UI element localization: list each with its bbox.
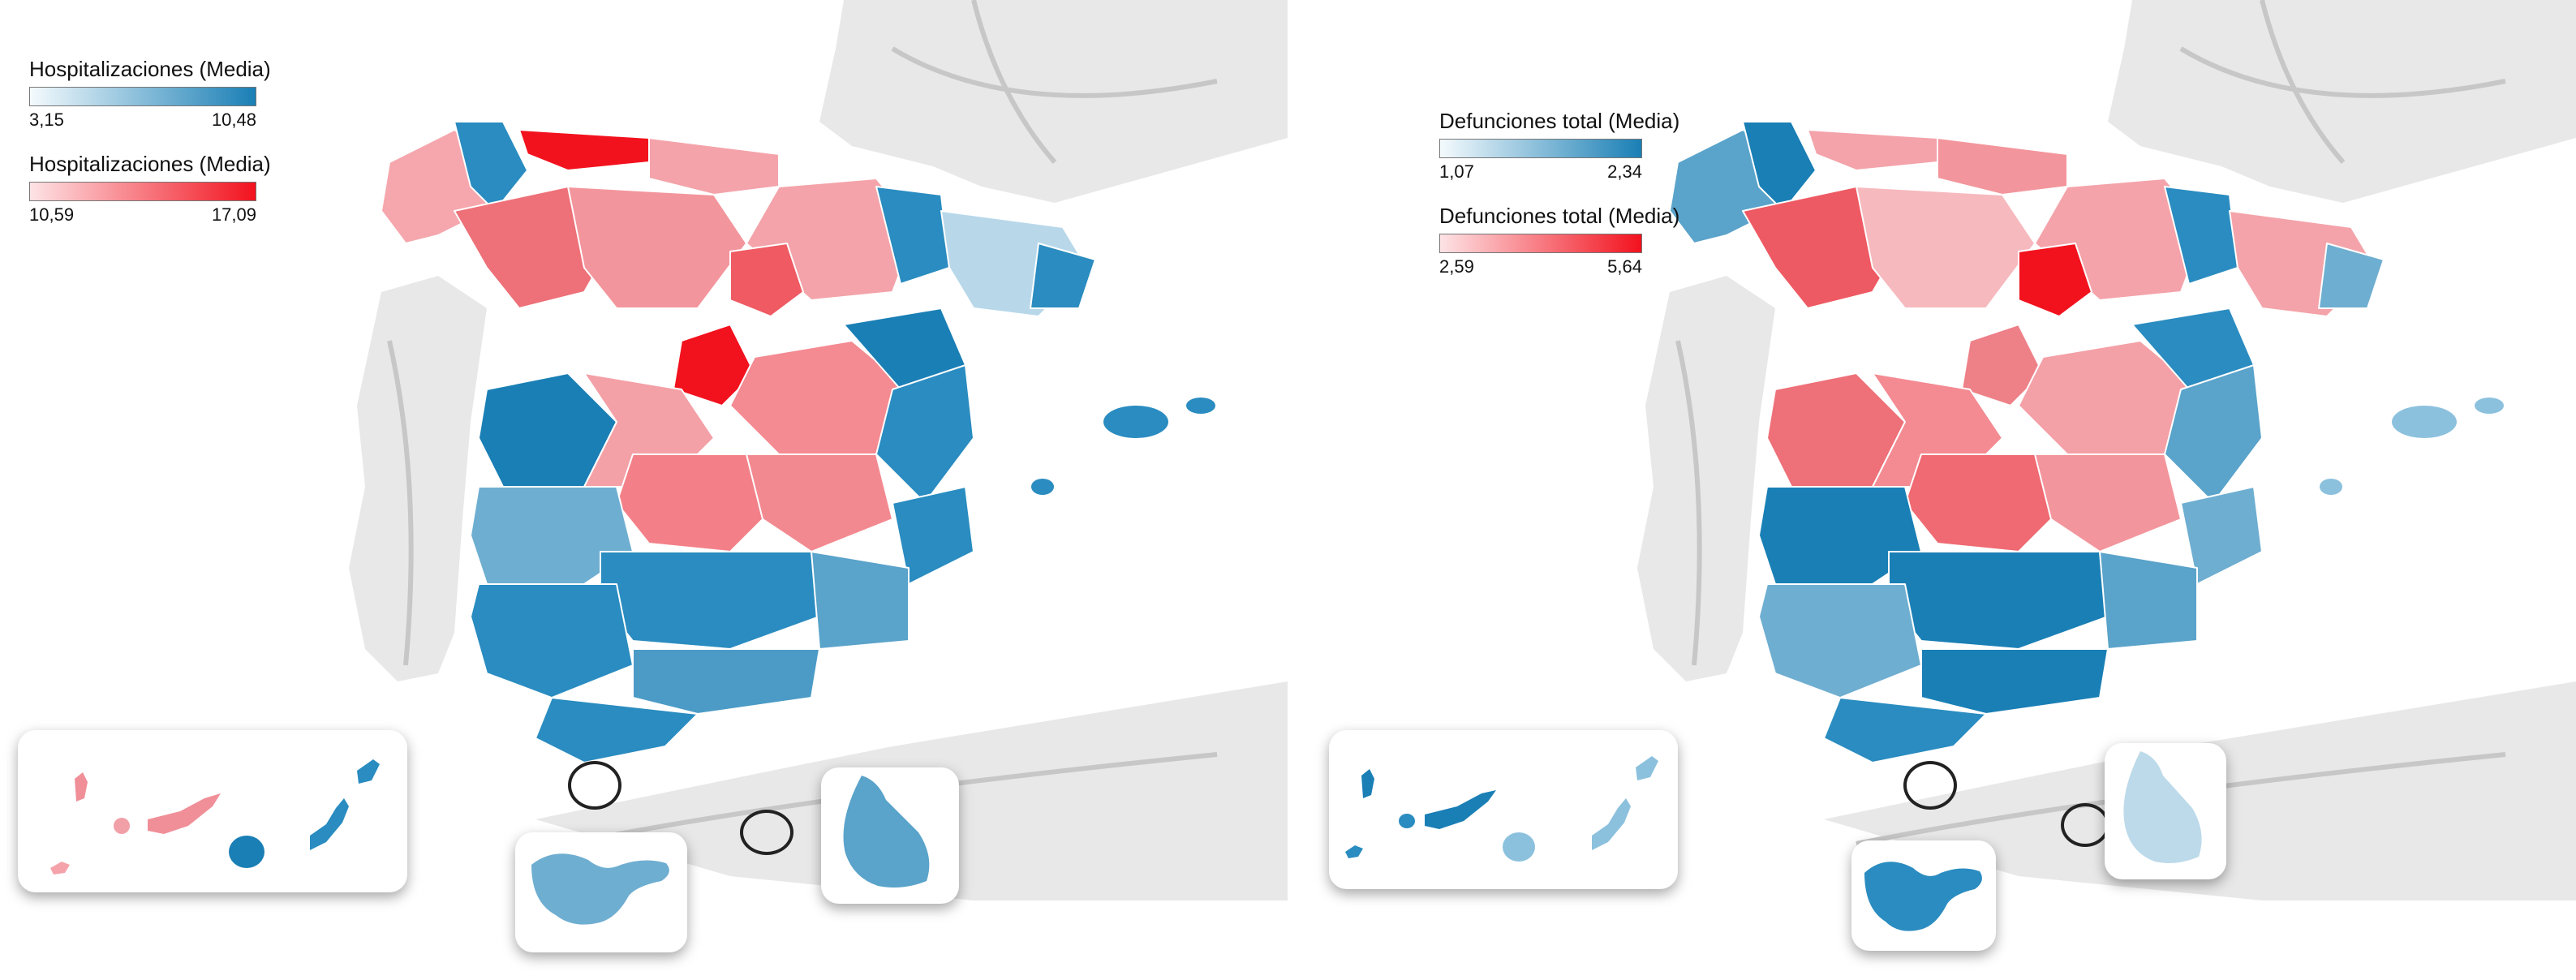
legend-blue-scale: Defunciones total (Media) 1,07 2,34 (1439, 109, 1680, 183)
mallorca-island (2392, 406, 2457, 438)
road-line (2260, 0, 2346, 164)
cantabria-basque-region (648, 137, 780, 196)
melilla-region (2123, 751, 2202, 863)
granada-almeria-region (1920, 648, 2109, 715)
ibiza-island (2320, 479, 2342, 495)
albacete-region (2034, 453, 2182, 552)
melilla-region (843, 776, 930, 888)
portugal-land (349, 276, 487, 681)
lanzarote-island (1636, 756, 1658, 780)
legend-gradient-bar (29, 87, 256, 106)
asturias-region (1807, 129, 1938, 171)
road-line (971, 0, 1057, 164)
canary-islands-inset[interactable] (1329, 730, 1678, 889)
defunciones-choropleth-map[interactable] (1288, 0, 2576, 980)
tenerife-island (148, 793, 221, 834)
legend-red-scale: Defunciones total (Media) 2,59 5,64 (1439, 204, 1680, 277)
cordoba-jaen-region (600, 551, 820, 650)
ceuta-region (531, 853, 669, 925)
ceuta-marker (568, 761, 621, 810)
legend-max-value: 5,64 (1607, 256, 1642, 277)
sevilla-huelva-region (1758, 583, 1922, 698)
legend-max-value: 2,34 (1607, 161, 1642, 182)
soria-region (2018, 243, 2092, 317)
defunciones-map-panel: Defunciones total (Media) 1,07 2,34 Defu… (1288, 0, 2576, 980)
hospitalizaciones-legend: Hospitalizaciones (Media) 3,15 10,48 Hos… (29, 57, 271, 247)
legend-min-value: 2,59 (1439, 256, 1474, 277)
alicante-region (2180, 486, 2263, 585)
portugal-land (1637, 276, 1775, 681)
legend-min-value: 1,07 (1439, 161, 1474, 182)
alicante-region (892, 486, 974, 585)
gran-canaria-island (1503, 832, 1535, 862)
tarragona-region (1030, 243, 1096, 309)
galicia-west-region (454, 121, 528, 212)
soria-region (729, 243, 804, 317)
defunciones-legend: Defunciones total (Media) 1,07 2,34 Defu… (1439, 109, 1680, 299)
ceuta-inset[interactable] (1851, 840, 1996, 951)
melilla-inset[interactable] (821, 767, 959, 904)
galicia-west-region (1742, 121, 1817, 212)
menorca-island (2475, 398, 2504, 414)
asturias-region (518, 129, 650, 171)
sevilla-huelva-region (470, 583, 634, 698)
la-gomera-island (1399, 814, 1415, 828)
road-line (2179, 46, 2506, 98)
legend-title: Defunciones total (Media) (1439, 204, 1680, 228)
tarragona-region (2318, 243, 2385, 309)
castilla-leon-east-region (1856, 186, 2036, 309)
france-land (819, 0, 1288, 203)
hospitalizaciones-choropleth-map[interactable] (0, 0, 1288, 980)
murcia-region (811, 551, 910, 650)
ibiza-island (1031, 479, 1054, 495)
granada-almeria-region (632, 648, 820, 715)
legend-gradient-bar (1439, 139, 1642, 158)
legend-title: Hospitalizaciones (Media) (29, 152, 271, 176)
la-gomera-island (114, 818, 130, 834)
legend-title: Defunciones total (Media) (1439, 109, 1680, 133)
legend-gradient-bar (1439, 234, 1642, 253)
legend-max-value: 10,48 (211, 110, 256, 130)
melilla-marker (2061, 803, 2109, 847)
legend-min-value: 10,59 (29, 204, 75, 225)
el-hierro-island (1345, 845, 1363, 858)
fuerteventura-island (1592, 798, 1631, 850)
cadiz-malaga-region (535, 697, 699, 763)
legend-blue-scale: Hospitalizaciones (Media) 3,15 10,48 (29, 57, 271, 131)
hospitalizaciones-map-panel: Hospitalizaciones (Media) 3,15 10,48 Hos… (0, 0, 1288, 980)
el-hierro-island (50, 862, 70, 875)
road-line (1675, 340, 1702, 666)
legend-title: Hospitalizaciones (Media) (29, 57, 271, 81)
road-line (891, 46, 1218, 98)
murcia-region (2099, 551, 2198, 650)
menorca-island (1186, 398, 1215, 414)
la-palma-island (1361, 769, 1374, 798)
canary-islands-inset[interactable] (18, 730, 407, 892)
castilla-leon-east-region (567, 186, 747, 309)
cordoba-jaen-region (1888, 551, 2109, 650)
melilla-marker (740, 810, 793, 855)
gran-canaria-island (229, 836, 264, 868)
mallorca-island (1103, 406, 1168, 438)
legend-red-scale: Hospitalizaciones (Media) 10,59 17,09 (29, 152, 271, 226)
legend-max-value: 17,09 (211, 204, 256, 225)
valencia-region (2164, 364, 2263, 504)
road-line (387, 340, 414, 666)
fuerteventura-island (310, 798, 349, 850)
lanzarote-island (357, 759, 380, 784)
ceuta-region (1864, 862, 1982, 931)
melilla-inset[interactable] (2105, 743, 2226, 879)
valencia-region (875, 364, 974, 504)
france-land (2108, 0, 2576, 203)
cadiz-malaga-region (1823, 697, 1987, 763)
cantabria-basque-region (1937, 137, 2068, 196)
ceuta-marker (1903, 761, 1957, 810)
albacete-region (746, 453, 893, 552)
legend-gradient-bar (29, 182, 256, 201)
ceuta-inset[interactable] (515, 832, 687, 952)
tenerife-island (1425, 790, 1496, 829)
la-palma-island (75, 772, 88, 802)
legend-min-value: 3,15 (29, 110, 64, 130)
